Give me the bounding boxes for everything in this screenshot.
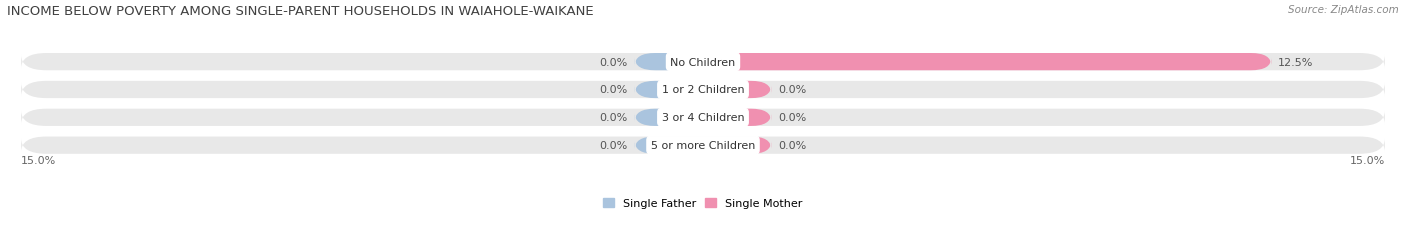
FancyBboxPatch shape xyxy=(703,137,772,154)
Text: 0.0%: 0.0% xyxy=(600,85,628,95)
Text: 0.0%: 0.0% xyxy=(778,113,806,123)
FancyBboxPatch shape xyxy=(21,137,1385,154)
Text: 0.0%: 0.0% xyxy=(778,85,806,95)
Text: No Children: No Children xyxy=(671,57,735,67)
Text: INCOME BELOW POVERTY AMONG SINGLE-PARENT HOUSEHOLDS IN WAIAHOLE-WAIKANE: INCOME BELOW POVERTY AMONG SINGLE-PARENT… xyxy=(7,5,593,18)
Text: 5 or more Children: 5 or more Children xyxy=(651,140,755,151)
FancyBboxPatch shape xyxy=(636,54,703,71)
FancyBboxPatch shape xyxy=(636,137,703,154)
Text: 0.0%: 0.0% xyxy=(600,113,628,123)
FancyBboxPatch shape xyxy=(703,54,1271,71)
Text: 15.0%: 15.0% xyxy=(1350,155,1385,165)
Text: 0.0%: 0.0% xyxy=(600,57,628,67)
FancyBboxPatch shape xyxy=(703,109,772,126)
Legend: Single Father, Single Mother: Single Father, Single Mother xyxy=(603,198,803,208)
FancyBboxPatch shape xyxy=(636,82,703,99)
FancyBboxPatch shape xyxy=(21,54,1385,71)
FancyBboxPatch shape xyxy=(21,109,1385,126)
Text: 1 or 2 Children: 1 or 2 Children xyxy=(662,85,744,95)
FancyBboxPatch shape xyxy=(21,82,1385,99)
Text: 12.5%: 12.5% xyxy=(1278,57,1313,67)
Text: 0.0%: 0.0% xyxy=(778,140,806,151)
Text: 15.0%: 15.0% xyxy=(21,155,56,165)
Text: 0.0%: 0.0% xyxy=(600,140,628,151)
Text: 3 or 4 Children: 3 or 4 Children xyxy=(662,113,744,123)
Text: Source: ZipAtlas.com: Source: ZipAtlas.com xyxy=(1288,5,1399,15)
FancyBboxPatch shape xyxy=(703,82,772,99)
FancyBboxPatch shape xyxy=(636,109,703,126)
